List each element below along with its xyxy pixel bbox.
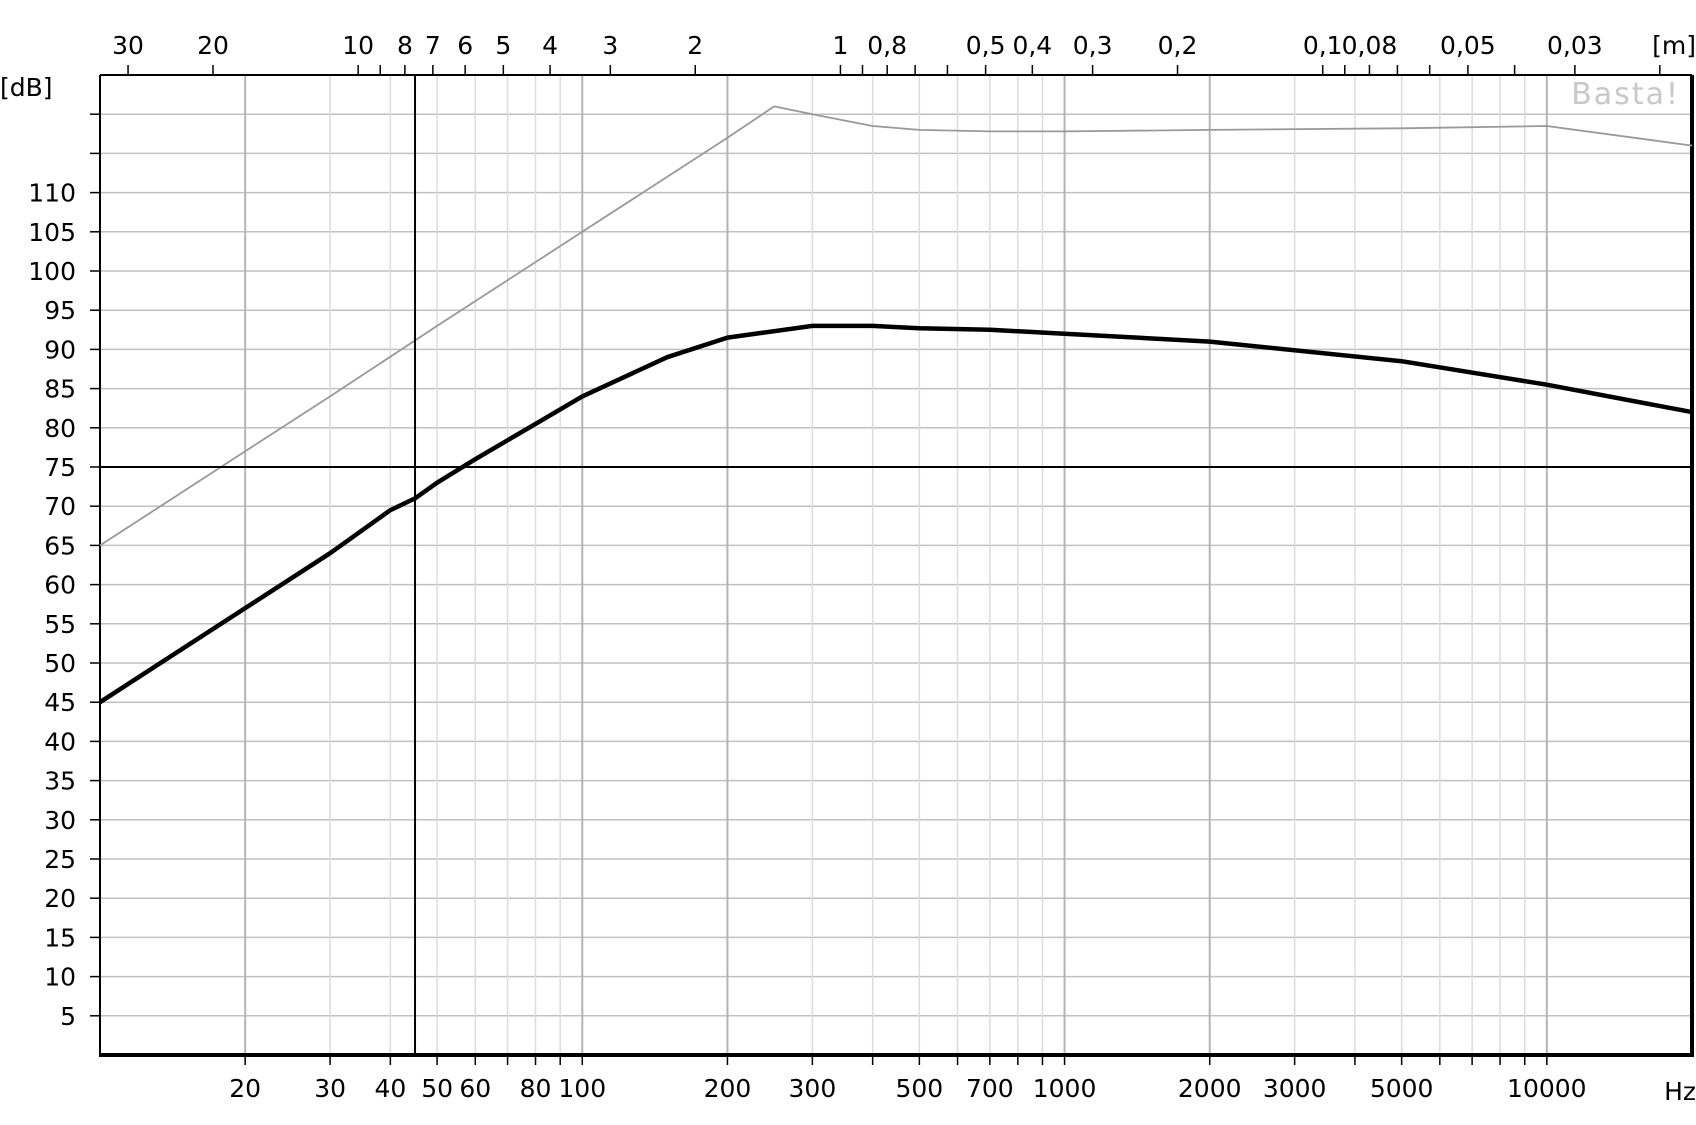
grid-layer [100,75,1693,1055]
x-tick-label: 80 [520,1074,552,1103]
top-tick-label: 0,4 [1012,31,1052,60]
top-tick-label: 10 [342,31,374,60]
top-tick-label: 6 [457,31,473,60]
x-tick-label: 60 [459,1074,491,1103]
top-tick-label: 8 [397,31,413,60]
y-tick-label: 40 [44,727,76,756]
x-tick-label: 5000 [1370,1074,1434,1103]
y-tick-label: 85 [44,375,76,404]
y-tick-label: 105 [28,218,76,247]
cursor-layer [100,75,1692,1055]
series-line-response [98,323,1693,705]
top-tick-label: 4 [542,31,558,60]
y-tick-label: 30 [44,806,76,835]
x-tick-label: 10000 [1507,1074,1587,1103]
x-tick-label: 50 [421,1074,453,1103]
y-tick-label: 95 [44,296,76,325]
y-tick-label: 35 [44,767,76,796]
x-tick-label: 2000 [1178,1074,1242,1103]
y-tick-label: 90 [44,335,76,364]
y-tick-label: 80 [44,414,76,443]
top-tick-label: 2 [687,31,703,60]
x-tick-label: 30 [314,1074,346,1103]
top-tick-label: 30 [112,31,144,60]
y-tick-label: 60 [44,571,76,600]
x-tick-label: 3000 [1263,1074,1327,1103]
x-tick-label: 20 [229,1074,261,1103]
x-tick-label: 500 [896,1074,944,1103]
x-tick-label: 40 [374,1074,406,1103]
top-tick-label: 1 [832,31,848,60]
top-tick-label: 0,03 [1547,31,1603,60]
top-tick-label: 20 [197,31,229,60]
y-tick-label: 100 [28,257,76,286]
series-layer [98,105,1693,705]
x-tick-label: 700 [966,1074,1014,1103]
y-tick-label: 65 [44,531,76,560]
label-layer: 5101520253035404550556065707580859095100… [28,31,1602,1103]
top-tick-label: 0,08 [1342,31,1398,60]
x-tick-label: 300 [789,1074,837,1103]
y-tick-label: 10 [44,963,76,992]
y-tick-label: 55 [44,610,76,639]
x-tick-label: 1000 [1033,1074,1097,1103]
top-tick-label: 0,2 [1158,31,1198,60]
y-tick-label: 50 [44,649,76,678]
y-tick-label: 45 [44,688,76,717]
y-axis-unit-label: [dB] [0,73,53,102]
top-tick-label: 0,1 [1303,31,1343,60]
y-tick-label: 70 [44,492,76,521]
y-tick-label: 5 [60,1002,76,1031]
y-tick-label: 110 [28,179,76,208]
x-axis-unit-label: Hz [1664,1077,1696,1106]
top-tick-label: 0,3 [1073,31,1113,60]
top-tick-label: 0,8 [867,31,907,60]
top-tick-label: 3 [602,31,618,60]
top-tick-label: 0,05 [1440,31,1496,60]
y-tick-label: 15 [44,923,76,952]
x-tick-label: 200 [704,1074,752,1103]
axis-layer [90,65,1694,1065]
y-tick-label: 25 [44,845,76,874]
x-tick-label: 100 [558,1074,606,1103]
series-line-upper-limit [99,105,1693,547]
y-tick-label: 20 [44,884,76,913]
top-tick-label: 7 [425,31,441,60]
top-tick-label: 5 [495,31,511,60]
top-tick-label: 0,5 [966,31,1006,60]
y-tick-label: 75 [44,453,76,482]
watermark-text: Basta! [1571,77,1680,112]
top-axis-unit-label: [m] [1652,31,1696,60]
